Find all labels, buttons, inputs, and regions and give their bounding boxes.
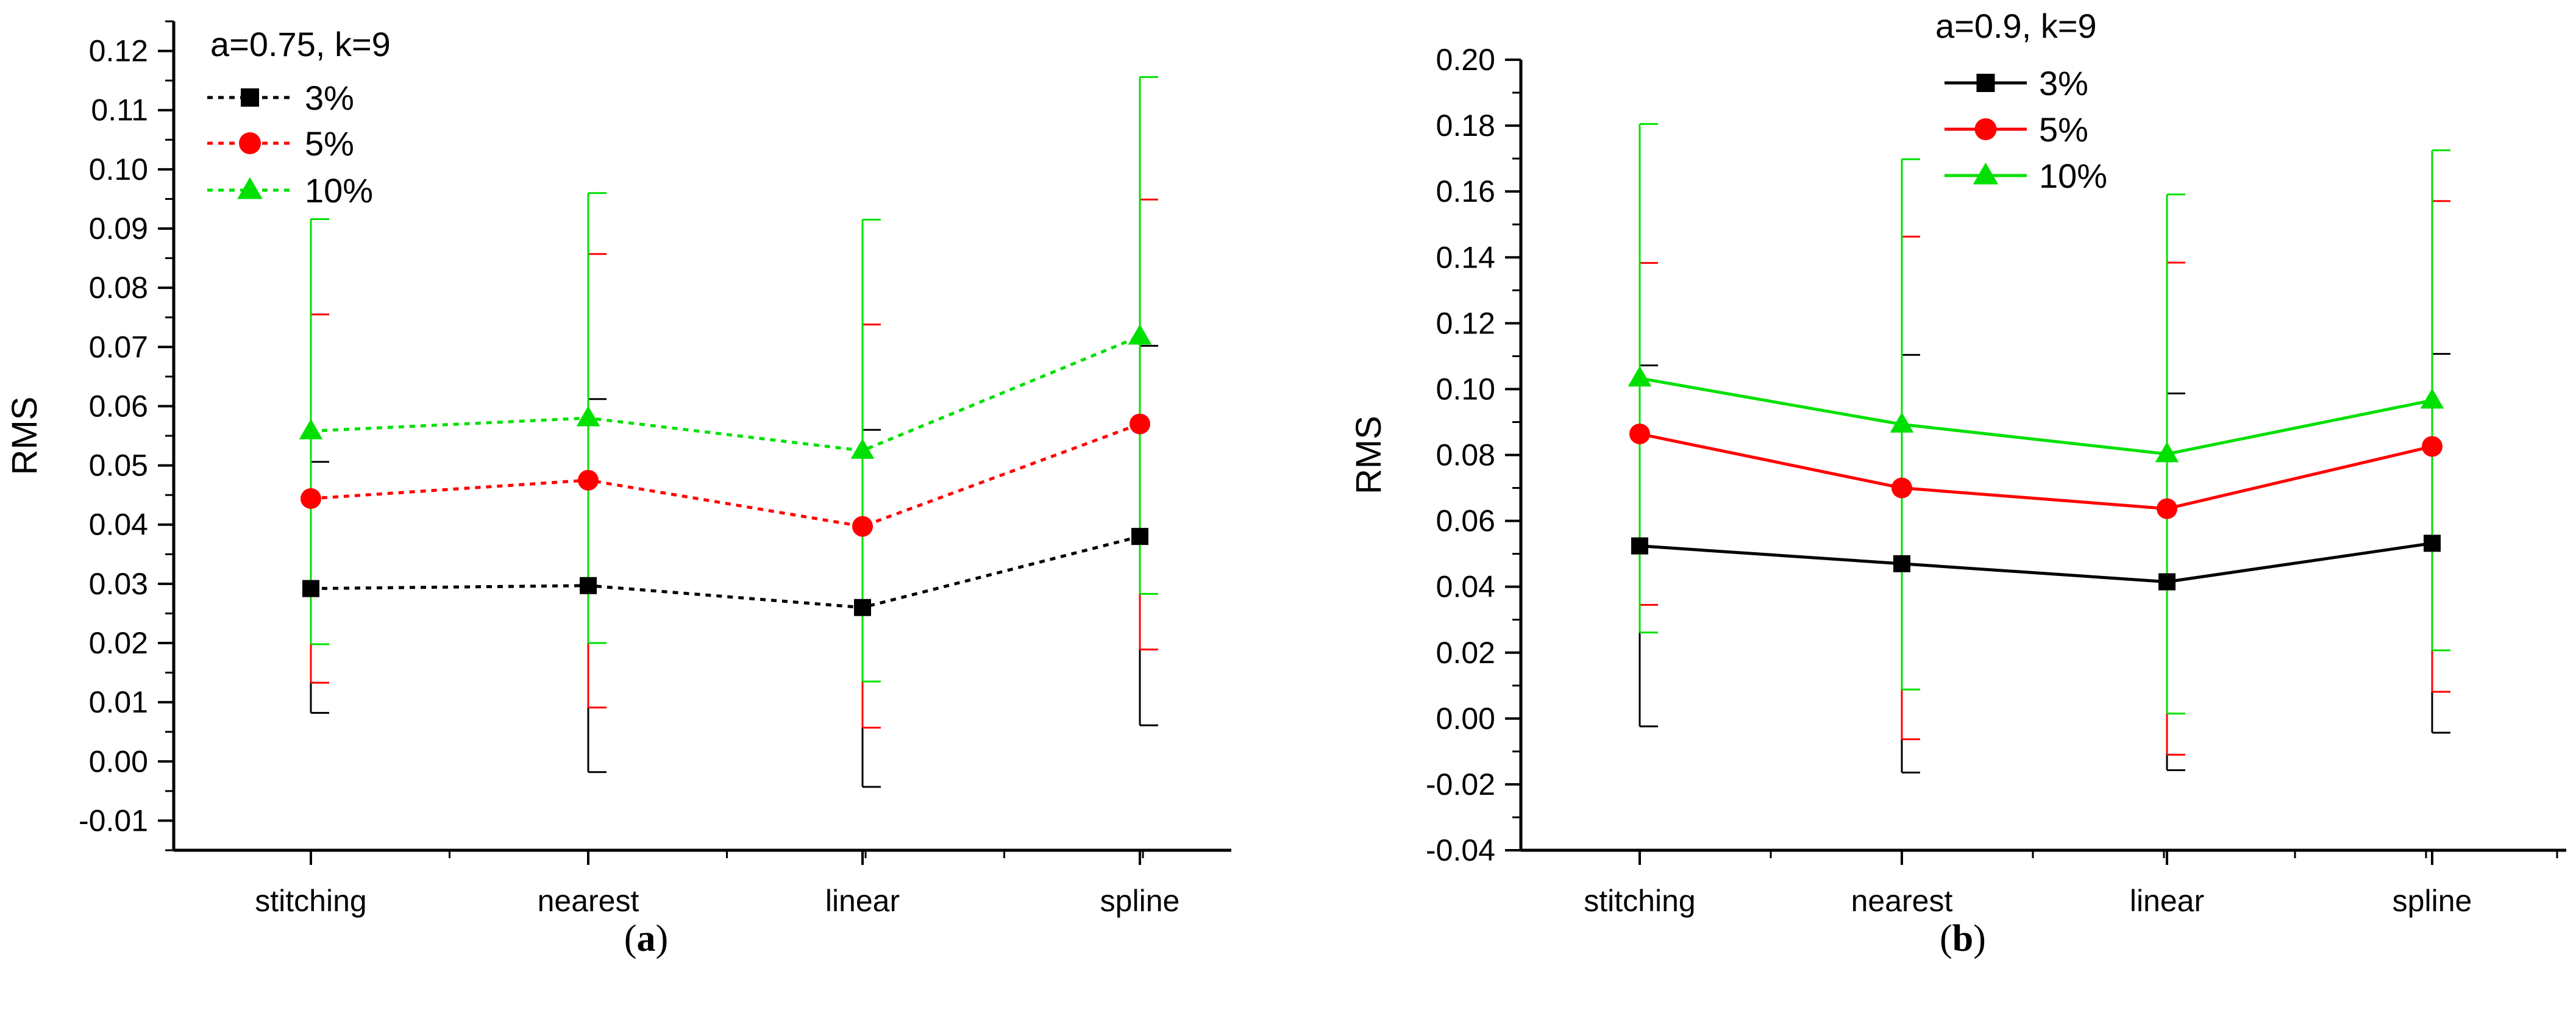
data-point	[1890, 412, 1914, 433]
y-tick-label: 0.16	[1436, 174, 1495, 208]
panel-caption: (a)	[624, 918, 668, 959]
series-line	[310, 335, 1140, 452]
y-tick-label: 0.14	[1436, 240, 1495, 274]
x-tick-label: stitching	[255, 884, 366, 918]
series-line	[1639, 377, 2433, 456]
y-tick-label: -0.01	[79, 803, 148, 837]
series-line	[310, 422, 1140, 528]
data-point	[2155, 441, 2179, 463]
y-tick-label: 0.04	[89, 508, 148, 542]
data-point	[2422, 436, 2443, 457]
legend-marker	[237, 177, 263, 199]
x-tick-label: nearest	[538, 884, 639, 918]
data-point	[850, 438, 875, 459]
y-axis-title: RMS	[1349, 416, 1389, 494]
data-point	[852, 516, 873, 537]
data-point	[1128, 324, 1152, 345]
y-tick-label: 0.05	[89, 449, 148, 483]
data-point	[1628, 366, 1652, 387]
data-point	[1130, 413, 1150, 435]
x-tick-label: nearest	[1851, 884, 1953, 918]
data-point	[2424, 535, 2441, 552]
y-tick-label: 0.03	[89, 567, 148, 601]
y-tick-label: 0.10	[1436, 372, 1495, 406]
data-point	[1131, 528, 1148, 546]
data-point	[302, 580, 319, 597]
y-tick-label: 0.18	[1436, 108, 1495, 143]
data-point	[2158, 573, 2176, 591]
panel-b: -0.04 -0.02 0.00 0.02 0.04 0.06 0.08 0.10 0.12 0.…	[1349, 7, 2566, 959]
legend-marker	[1973, 162, 1999, 185]
panel-caption: (b)	[1940, 918, 1986, 959]
y-tick-label: 0.01	[89, 685, 148, 719]
y-tick-label: 0.00	[1436, 702, 1495, 736]
y-tick-label: -0.04	[1426, 833, 1495, 867]
series-line	[310, 535, 1140, 610]
series-line	[1639, 432, 2433, 511]
y-tick-label: 0.08	[89, 271, 148, 305]
y-tick-label: 0.12	[89, 34, 148, 68]
x-tick-label: linear	[825, 884, 900, 918]
y-tick-label: 0.00	[89, 744, 148, 778]
y-tick-label: 0.02	[89, 626, 148, 660]
y-tick-label: 0.12	[1436, 306, 1495, 340]
data-point	[1893, 555, 1910, 572]
legend: a=0.9, k=9 3% 5% 10%	[1935, 7, 2107, 195]
y-tick-label: 0.07	[89, 330, 148, 364]
data-point	[580, 577, 597, 594]
x-tick-label: stitching	[1584, 884, 1695, 918]
data-point	[2420, 388, 2444, 409]
y-tick-label: 0.20	[1436, 43, 1495, 77]
legend-label: 3%	[2039, 64, 2088, 102]
y-tick-label: 0.06	[1436, 504, 1495, 538]
y-tick-label: 0.04	[1436, 570, 1495, 604]
legend-title: a=0.75, k=9	[210, 25, 391, 63]
legend-label: 5%	[2039, 110, 2088, 149]
data-point	[299, 419, 323, 439]
y-tick-label: 0.09	[89, 211, 148, 246]
legend-marker	[1976, 74, 1995, 92]
series-line	[1639, 541, 2433, 584]
x-tick-label: spline	[2393, 884, 2472, 918]
data-point	[576, 405, 600, 427]
y-axis-title: RMS	[5, 397, 44, 475]
y-tick-label: 0.06	[89, 389, 148, 423]
legend-marker	[241, 88, 259, 107]
y-tick-label: 0.08	[1436, 438, 1495, 472]
data-point	[1891, 477, 1912, 499]
y-tick-label: 0.10	[89, 152, 148, 187]
panel-a: -0.01 0.00 0.01 0.02 0.03 0.04 0.05 0.06 0.07 0.0…	[5, 20, 1231, 959]
legend-marker	[1974, 118, 1997, 140]
data-point	[2157, 498, 2177, 519]
legend: a=0.75, k=9 3% 5% 10%	[207, 25, 391, 210]
legend-label: 3%	[305, 79, 354, 117]
legend-label: 5%	[305, 124, 354, 163]
data-point	[578, 469, 599, 491]
data-point	[1629, 423, 1650, 444]
x-tick-label: spline	[1100, 884, 1180, 918]
legend-label: 10%	[305, 171, 373, 210]
legend-title: a=0.9, k=9	[1935, 7, 2097, 45]
x-tick-label: linear	[2130, 884, 2204, 918]
data-point	[1631, 537, 1648, 555]
y-tick-label: 0.11	[91, 93, 148, 127]
legend-label: 10%	[2039, 157, 2107, 195]
legend-marker	[239, 132, 261, 154]
data-point	[301, 488, 321, 509]
data-point	[854, 599, 871, 616]
y-tick-label: -0.02	[1426, 767, 1495, 802]
y-tick-label: 0.02	[1436, 636, 1495, 670]
